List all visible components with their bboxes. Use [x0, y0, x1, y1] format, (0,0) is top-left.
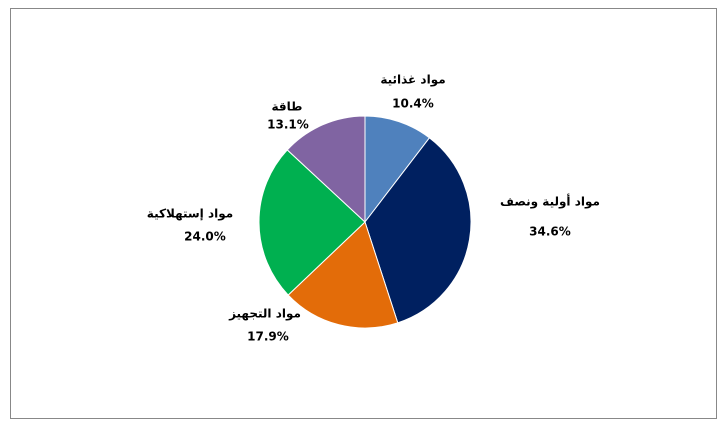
pie-slice	[286, 115, 366, 224]
slice-value-label: 24.0%	[184, 230, 226, 244]
slice-value-label: 34.6%	[529, 225, 571, 239]
pie-slice	[364, 137, 472, 324]
slice-label: مواد غذائية	[380, 73, 445, 88]
slice-label: مواد إستهلاكية	[147, 207, 233, 222]
slice-value-label: 17.9%	[247, 330, 289, 344]
slice-value-label: 13.1%	[267, 118, 309, 132]
pie-slice	[364, 115, 431, 224]
slice-label: مواد أولية ونصف	[500, 194, 600, 210]
pie-slice	[258, 149, 366, 296]
slice-label: مواد التجهيز	[228, 307, 301, 322]
slice-value-label: 10.4%	[392, 97, 434, 111]
pie-slice	[287, 221, 399, 329]
slice-label: طاقة	[272, 100, 303, 114]
